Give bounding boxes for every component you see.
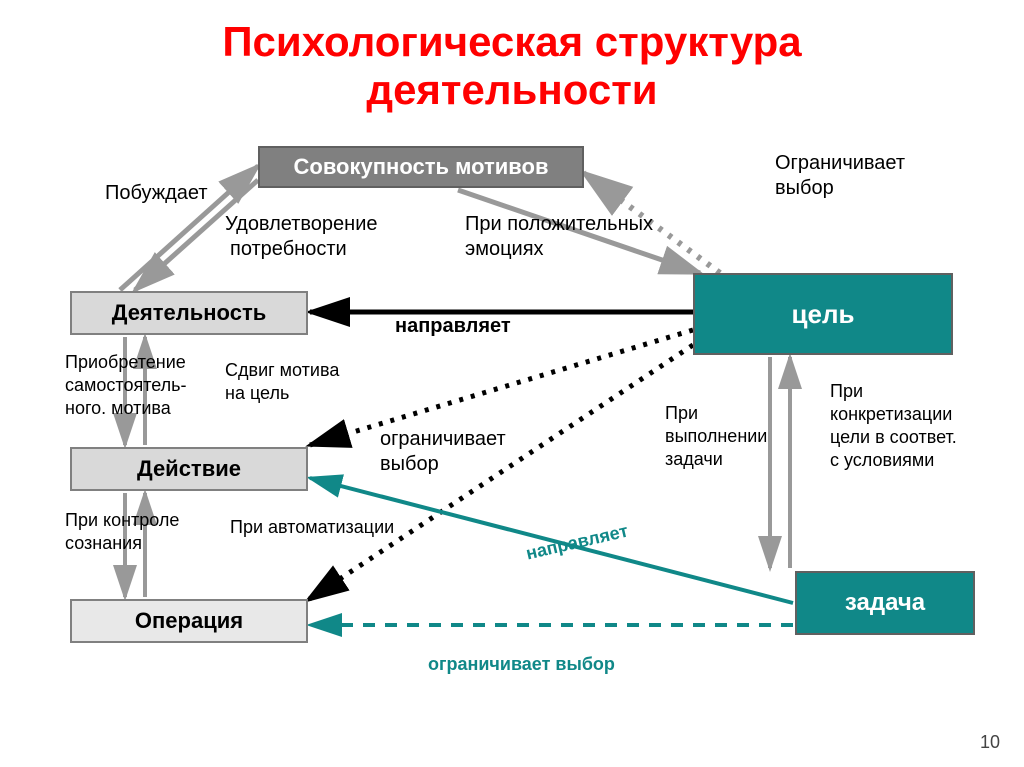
label-concret2: конкретизации [830,404,952,425]
label-shift2: на цель [225,383,289,404]
label-satisfaction2: потребности [230,238,347,261]
label-automation: При автоматизации [230,517,394,538]
label-shift1: Сдвиг мотива [225,360,339,381]
label-acquisition3: ного. мотива [65,398,171,419]
box-goal: цель [693,273,953,355]
diagram-title: Психологическая структура деятельности [0,0,1024,115]
label-conscious2: сознания [65,533,142,554]
edge-10 [308,345,693,600]
label-satisfaction1: Удовлетворение [225,213,378,236]
label-directs: направляет [395,315,511,338]
label-limits_choice_c: ограничивает выбор [428,654,615,675]
label-pos_emotions2: эмоциях [465,238,544,261]
label-concret3: цели в соответ. [830,427,957,448]
box-activity: Деятельность [70,291,308,335]
label-conscious1: При контроле [65,510,179,531]
label-pos_emotions1: При положительных [465,213,653,236]
page-number: 10 [980,732,1000,753]
label-acquisition1: Приобретение [65,352,186,373]
label-task_exec2: выполнении [665,426,767,447]
box-motives: Совокупность мотивов [258,146,584,188]
label-limits_choice_a2: выбор [775,177,834,200]
title-line-1: Психологическая структура [222,18,801,65]
label-concret4: с условиями [830,450,934,471]
label-encourages: Побуждает [105,182,208,205]
label-task_exec1: При [665,403,698,424]
box-operation: Операция [70,599,308,643]
label-limits_choice_b2: выбор [380,453,439,476]
label-directs2: направляет [524,521,630,565]
box-action: Действие [70,447,308,491]
label-acquisition2: самостоятель- [65,375,187,396]
box-task: задача [795,571,975,635]
title-line-2: деятельности [366,66,657,113]
label-limits_choice_a1: Ограничивает [775,152,905,175]
label-concret1: При [830,381,863,402]
label-task_exec3: задачи [665,449,723,470]
label-limits_choice_b1: ограничивает [380,428,506,451]
